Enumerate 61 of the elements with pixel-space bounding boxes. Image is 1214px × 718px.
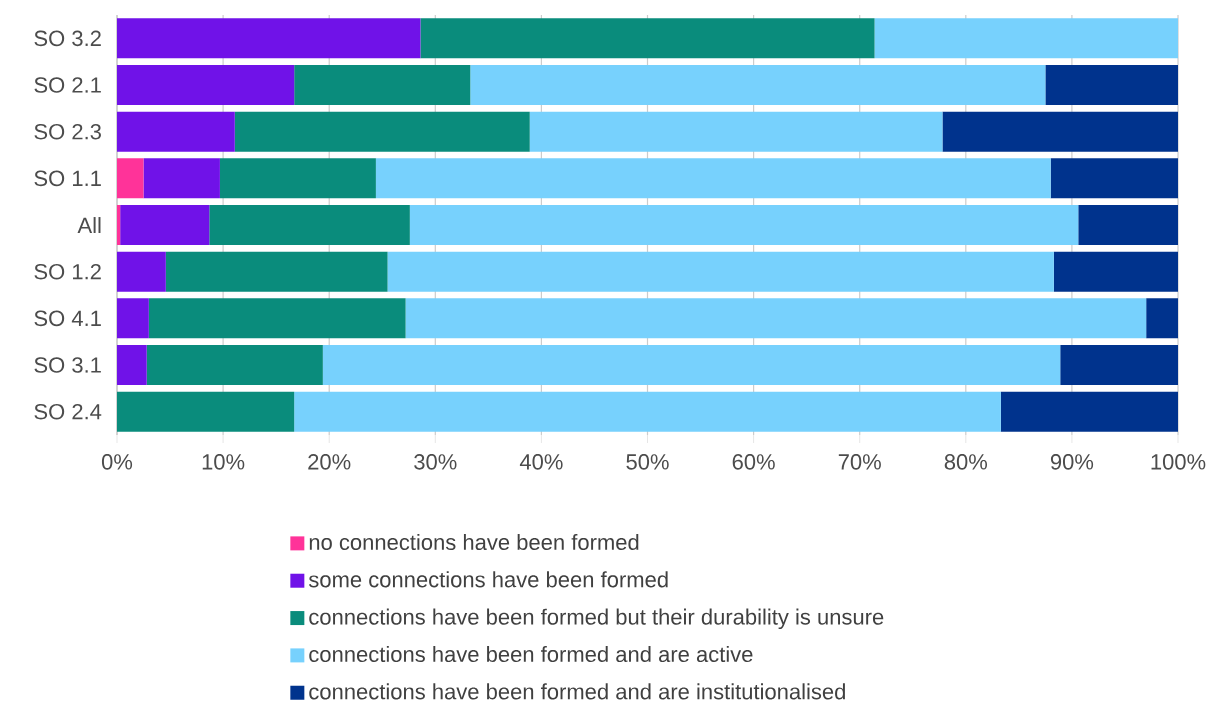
bar <box>117 391 295 432</box>
bar <box>322 345 1061 386</box>
bar <box>117 205 121 246</box>
x-tick-label: 30% <box>414 454 457 470</box>
bar <box>117 298 149 339</box>
bar <box>148 298 406 339</box>
bar <box>117 111 235 152</box>
bar <box>387 251 1054 292</box>
y-tick-label: SO 2.1 <box>34 77 101 93</box>
bar <box>146 345 323 386</box>
bar <box>874 18 1179 59</box>
x-tick-label: 10% <box>202 454 245 470</box>
bar <box>405 298 1147 339</box>
bar <box>117 158 144 199</box>
x-tick-label: 60% <box>732 454 775 470</box>
bar <box>117 65 295 106</box>
x-tick-label: 90% <box>1050 454 1094 470</box>
bar <box>117 251 166 292</box>
bar <box>470 65 1046 106</box>
bar <box>234 111 530 152</box>
legend-label: connections have been formed but their durability is unsure <box>309 608 884 630</box>
bar <box>117 18 421 59</box>
bar <box>1060 345 1179 386</box>
bar <box>165 251 388 292</box>
x-tick-label: 80% <box>944 454 988 470</box>
y-tick-label: SO 3.2 <box>34 30 101 47</box>
x-tick-label: 0% <box>101 454 133 470</box>
x-tick-label: 40% <box>519 454 563 470</box>
bar <box>294 391 1001 432</box>
x-tick-label: 20% <box>308 454 351 470</box>
legend-label: some connections have been formed <box>308 571 668 588</box>
legend-label: connections have been formed and are institutionalised <box>309 683 845 700</box>
bar <box>1045 65 1179 106</box>
bar <box>409 205 1079 246</box>
bar <box>117 345 147 386</box>
y-tick-label: All <box>77 217 101 233</box>
bar <box>1146 298 1179 339</box>
y-tick-label: SO 2.3 <box>34 123 101 140</box>
bar <box>1053 251 1179 292</box>
x-tick-label: 70% <box>838 454 881 470</box>
y-tick-label: SO 4.1 <box>34 310 101 327</box>
bar <box>120 205 210 246</box>
y-tick-label: SO 1.1 <box>34 170 101 187</box>
bar <box>294 65 471 106</box>
legend-label: connections have been formed and are active <box>309 645 753 663</box>
x-tick-label: 100% <box>1151 454 1206 470</box>
bar <box>420 18 875 59</box>
bar <box>1050 158 1179 199</box>
bar <box>1000 391 1179 432</box>
bar <box>942 111 1179 152</box>
x-tick-label: 50% <box>626 454 669 470</box>
y-tick-label: SO 2.4 <box>34 403 102 420</box>
bar <box>529 111 943 152</box>
y-tick-label: SO 1.2 <box>34 263 101 280</box>
y-tick-label: SO 3.1 <box>34 357 101 373</box>
bar <box>1078 205 1179 246</box>
bar <box>209 205 410 246</box>
legend-label: no connections have been formed <box>309 533 639 551</box>
bar <box>375 158 1051 199</box>
bar <box>219 158 376 199</box>
bar <box>143 158 220 199</box>
